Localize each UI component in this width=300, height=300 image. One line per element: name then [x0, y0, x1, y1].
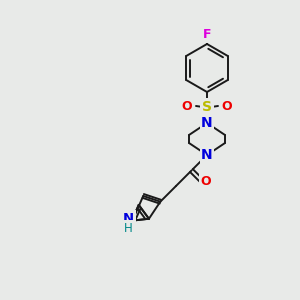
Text: N: N	[201, 116, 213, 130]
Text: S: S	[202, 100, 212, 114]
Text: O: O	[182, 100, 192, 112]
Text: N: N	[201, 148, 213, 162]
Text: O: O	[201, 175, 212, 188]
Text: F: F	[203, 28, 211, 41]
Text: N: N	[123, 212, 134, 225]
Text: O: O	[222, 100, 232, 112]
Text: H: H	[124, 222, 133, 235]
